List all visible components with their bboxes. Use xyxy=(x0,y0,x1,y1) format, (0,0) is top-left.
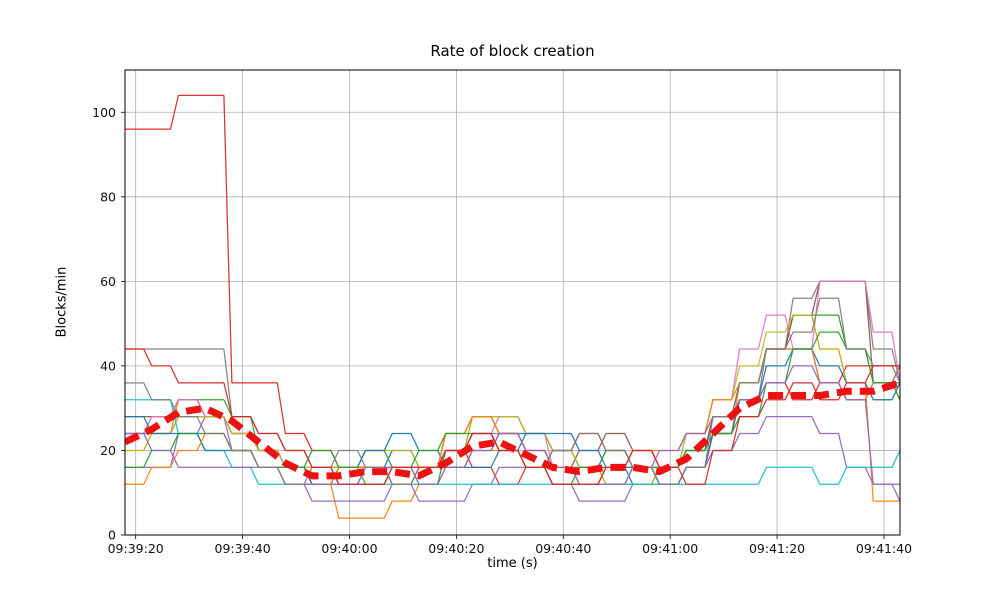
x-axis-label: time (s) xyxy=(487,556,538,571)
mean-line xyxy=(125,379,900,480)
y-tick-label: 40 xyxy=(100,358,116,373)
plot-background xyxy=(125,70,900,535)
x-tick-label: 09:40:00 xyxy=(321,541,377,556)
x-tick-label: 09:39:20 xyxy=(108,541,164,556)
x-tick-label: 09:41:00 xyxy=(642,541,698,556)
y-tick-label: 100 xyxy=(92,105,116,120)
tick-labels: 09:39:20 09:39:40 09:40:00 09:40:20 09:40:40… xyxy=(92,105,912,556)
y-tick-label: 80 xyxy=(100,189,116,204)
y-tick-label: 0 xyxy=(108,528,116,543)
x-tick-label: 09:41:20 xyxy=(749,541,805,556)
y-tick-label: 60 xyxy=(100,274,116,289)
x-tick-label: 09:40:20 xyxy=(428,541,484,556)
x-tick-label: 09:39:40 xyxy=(215,541,271,556)
axes-spines xyxy=(124,69,901,536)
y-tick-label: 20 xyxy=(100,443,116,458)
grid xyxy=(125,70,900,536)
x-tick-label: 09:41:40 xyxy=(856,541,912,556)
x-tick-label: 09:40:40 xyxy=(535,541,591,556)
chart-title: Rate of block creation xyxy=(430,42,595,60)
y-axis-label: Blocks/min xyxy=(54,266,70,338)
series-lines xyxy=(125,94,900,519)
series-node-10 xyxy=(125,399,900,485)
series-node-16 xyxy=(125,348,900,485)
